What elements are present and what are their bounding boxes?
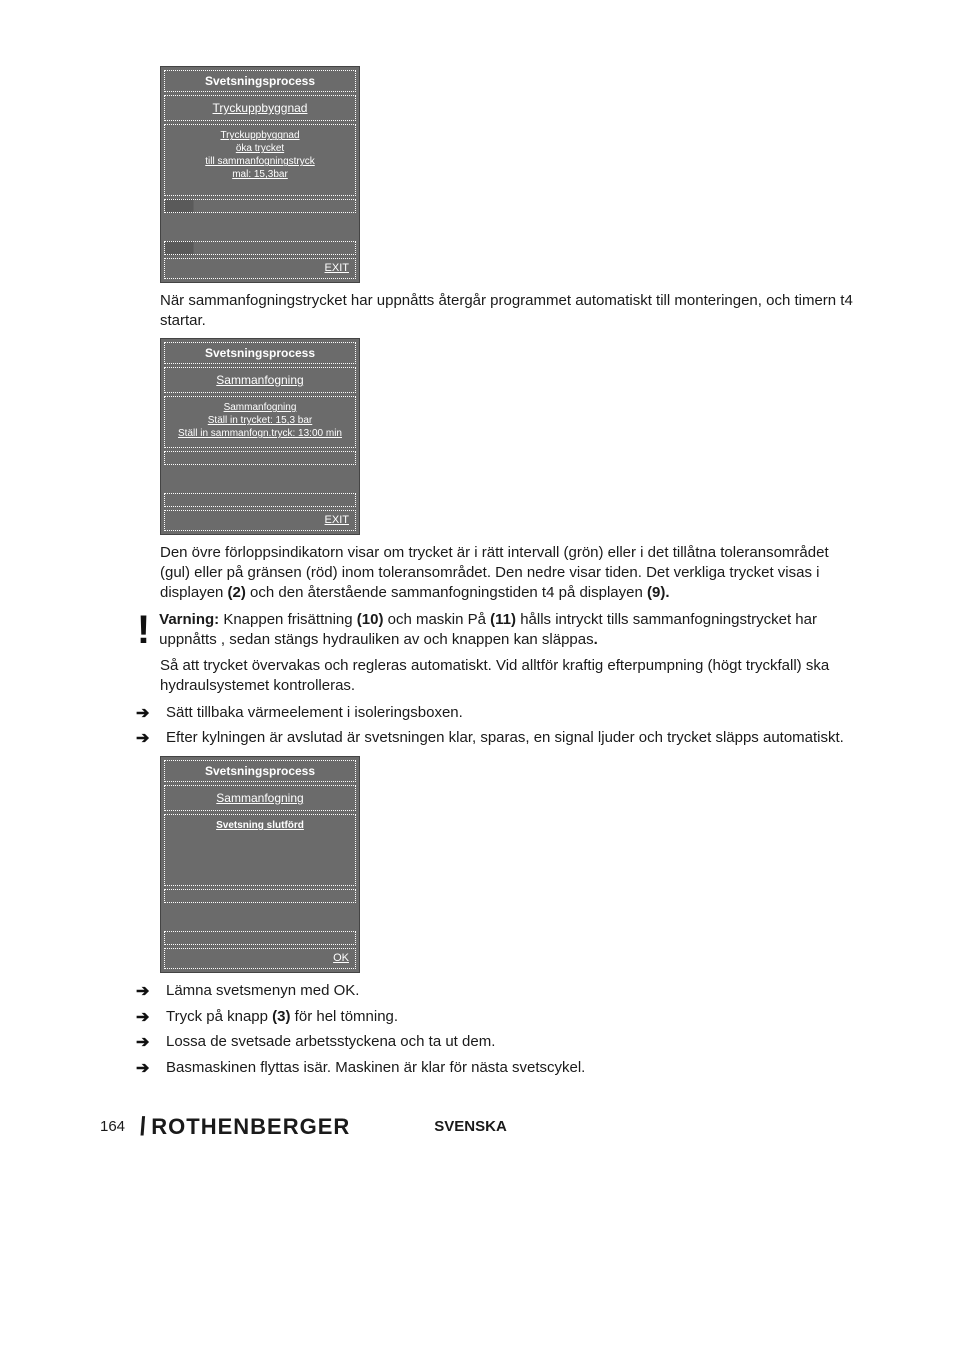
screen-subtitle: Sammanfogning — [164, 785, 356, 811]
warning-block: ! Varning: Knappen frisättning (10) och … — [136, 610, 854, 651]
ok-button[interactable]: OK — [164, 948, 356, 969]
page-number: 164 — [100, 1117, 125, 1137]
text: Knappen frisättning — [219, 611, 357, 628]
bullet-text: Tryck på knapp (3) för hel tömning. — [166, 1007, 398, 1027]
logo-mark-icon: \ — [134, 1109, 152, 1144]
brand-logo: \ ROTHENBERGER — [139, 1109, 350, 1144]
ref-number: (2) — [228, 584, 246, 601]
arrow-icon: ➔ — [136, 1058, 156, 1080]
display-screen-3: Svetsningsprocess Sammanfogning Svetsnin… — [160, 756, 360, 973]
msg-line: Ställ in trycket: 15,3 bar — [208, 414, 313, 427]
arrow-icon: ➔ — [136, 1007, 156, 1029]
msg-line: till sammanfogningstryck — [205, 155, 314, 168]
bullet-text: Lämna svetsmenyn med OK. — [166, 981, 359, 1001]
spacer — [164, 216, 356, 238]
progress-bar — [164, 493, 356, 507]
arrow-icon: ➔ — [136, 703, 156, 725]
text: Tryck på knapp — [166, 1008, 272, 1025]
exit-button[interactable]: EXIT — [164, 510, 356, 531]
body-paragraph: Den övre förloppsindikatorn visar om try… — [160, 543, 854, 604]
body-paragraph: Så att trycket övervakas och regleras au… — [160, 656, 854, 697]
ref-number: (11) — [490, 611, 516, 628]
progress-bar — [164, 451, 356, 465]
screen-title: Svetsningsprocess — [164, 342, 356, 364]
warning-icon: ! — [136, 610, 151, 651]
screen-title: Svetsningsprocess — [164, 760, 356, 782]
brand-name: ROTHENBERGER — [151, 1112, 350, 1142]
spacer — [164, 468, 356, 490]
bullet-text: Sätt tillbaka värmeelement i isoleringsb… — [166, 703, 463, 723]
spacer — [164, 906, 356, 928]
screen-title: Svetsningsprocess — [164, 70, 356, 92]
screen-subtitle: Sammanfogning — [164, 367, 356, 393]
display-screen-1: Svetsningsprocess Tryckuppbyggnad Trycku… — [160, 66, 360, 283]
exit-button[interactable]: EXIT — [164, 258, 356, 279]
msg-line: mal: 15,3bar — [232, 168, 288, 181]
bullet-text: Efter kylningen är avslutad är svetsning… — [166, 728, 844, 748]
text: . — [594, 631, 598, 648]
text: och maskin På — [383, 611, 490, 628]
warning-text: Varning: Knappen frisättning (10) och ma… — [159, 610, 854, 651]
screen-message: Svetsning slutförd — [164, 814, 356, 886]
msg-line: Ställ in sammanfogn.tryck: 13:00 min — [178, 427, 342, 440]
progress-bar — [164, 199, 356, 213]
ref-number: (9). — [647, 584, 670, 601]
bullet-item: ➔ Sätt tillbaka värmeelement i isolering… — [136, 703, 854, 725]
screen-message: Sammanfogning Ställ in trycket: 15,3 bar… — [164, 396, 356, 448]
bullet-item: ➔ Tryck på knapp (3) för hel tömning. — [136, 1007, 854, 1029]
bullet-item: ➔ Lämna svetsmenyn med OK. — [136, 981, 854, 1003]
progress-bar — [164, 931, 356, 945]
msg-line: Sammanfogning — [224, 401, 297, 414]
progress-bar — [164, 889, 356, 903]
arrow-icon: ➔ — [136, 728, 156, 750]
language-label: SVENSKA — [434, 1117, 507, 1137]
body-paragraph: När sammanfogningstrycket har uppnåtts å… — [160, 291, 854, 332]
msg-line: Tryckuppbyggnad — [220, 129, 299, 142]
msg-line: Svetsning slutförd — [216, 819, 304, 832]
screen-message: Tryckuppbyggnad öka trycket till sammanf… — [164, 124, 356, 196]
bullet-item: ➔ Efter kylningen är avslutad är svetsni… — [136, 728, 854, 750]
warning-label: Varning: — [159, 611, 219, 628]
text: för hel tömning. — [291, 1008, 399, 1025]
bullet-text: Basmaskinen flyttas isär. Maskinen är kl… — [166, 1058, 585, 1078]
arrow-icon: ➔ — [136, 981, 156, 1003]
progress-bar — [164, 241, 356, 255]
bullet-item: ➔ Lossa de svetsade arbetsstyckena och t… — [136, 1032, 854, 1054]
arrow-icon: ➔ — [136, 1032, 156, 1054]
bullet-text: Lossa de svetsade arbetsstyckena och ta … — [166, 1032, 495, 1052]
msg-line: öka trycket — [236, 142, 284, 155]
page-footer: 164 \ ROTHENBERGER SVENSKA — [100, 1109, 854, 1144]
text: och den återstående sammanfogningstiden … — [246, 584, 647, 601]
ref-number: (10) — [357, 611, 384, 628]
ref-number: (3) — [272, 1008, 290, 1025]
display-screen-2: Svetsningsprocess Sammanfogning Sammanfo… — [160, 338, 360, 535]
bullet-item: ➔ Basmaskinen flyttas isär. Maskinen är … — [136, 1058, 854, 1080]
screen-subtitle: Tryckuppbyggnad — [164, 95, 356, 121]
